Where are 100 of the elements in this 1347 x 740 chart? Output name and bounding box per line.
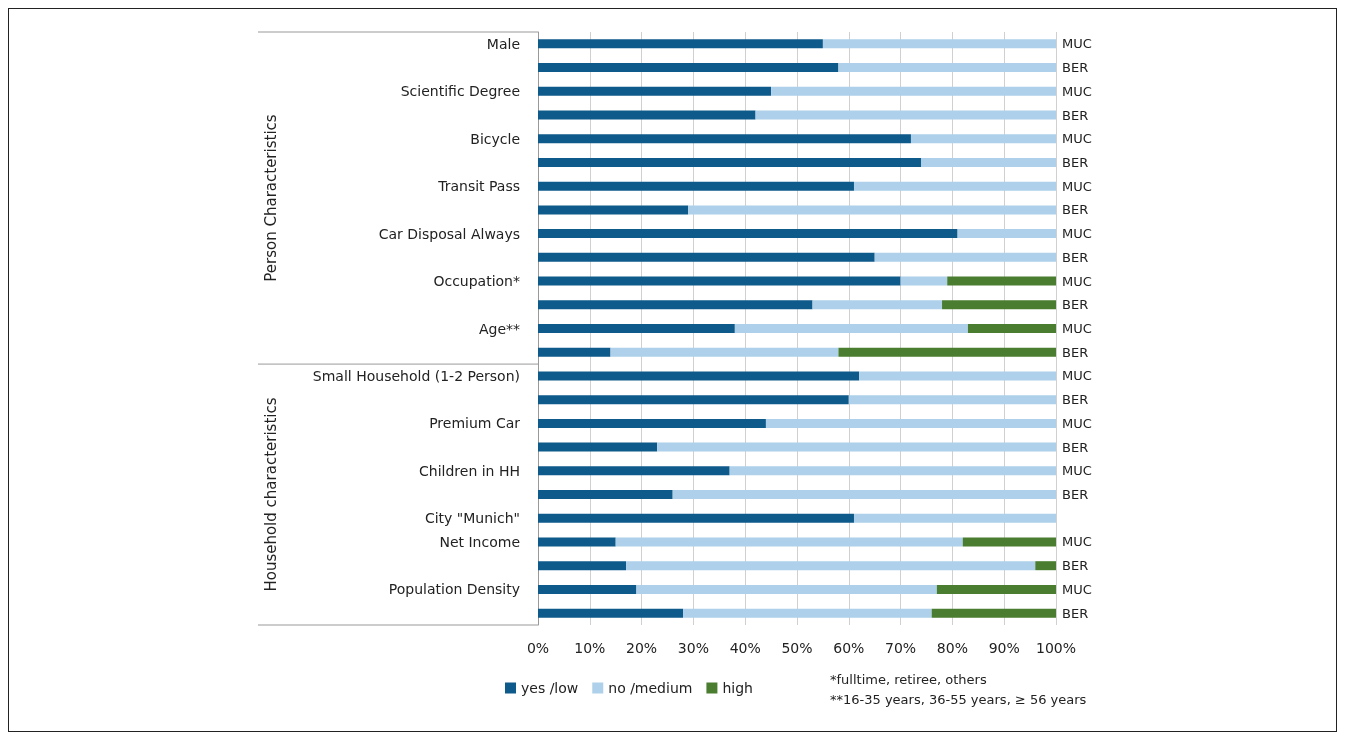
y-tick-label: City "Munich" bbox=[424, 510, 520, 527]
bar bbox=[822, 39, 1056, 49]
y2-tick-label: BER bbox=[1062, 60, 1089, 76]
bar bbox=[874, 252, 1056, 262]
bar bbox=[921, 157, 1056, 167]
bar bbox=[957, 229, 1056, 239]
bar bbox=[538, 418, 766, 428]
x-tick-label: 80% bbox=[936, 640, 968, 656]
bar bbox=[538, 252, 875, 262]
y2-tick-label: BER bbox=[1062, 249, 1089, 265]
legend-label: no /medium bbox=[608, 680, 693, 696]
bar bbox=[538, 276, 901, 286]
bar bbox=[657, 442, 1056, 452]
y2-tick-label: BER bbox=[1062, 344, 1089, 360]
y-tick-label: Net Income bbox=[439, 533, 520, 550]
x-tick-label: 100% bbox=[1035, 640, 1077, 656]
y-tick-label: Occupation* bbox=[433, 273, 520, 290]
y-tick-label: Age** bbox=[478, 320, 520, 337]
bar bbox=[538, 442, 658, 452]
bar bbox=[838, 347, 1056, 357]
bar bbox=[900, 276, 948, 286]
x-tick-label: 90% bbox=[988, 640, 1020, 656]
x-tick-label: 40% bbox=[729, 640, 761, 656]
bar bbox=[688, 205, 1056, 215]
bar bbox=[538, 63, 839, 73]
bar bbox=[538, 157, 922, 167]
y2-tick-label: BER bbox=[1062, 297, 1089, 313]
bar bbox=[967, 324, 1056, 333]
bar bbox=[859, 371, 1056, 381]
bar bbox=[683, 608, 932, 618]
x-tick-label: 10% bbox=[574, 640, 606, 656]
y2-tick-label: MUC bbox=[1062, 534, 1092, 550]
bar bbox=[755, 110, 1056, 120]
bar bbox=[615, 537, 963, 547]
bar bbox=[538, 395, 849, 405]
y2-tick-label: MUC bbox=[1062, 581, 1092, 597]
bar bbox=[910, 134, 1056, 144]
bar bbox=[771, 86, 1056, 96]
x-tick-label: 70% bbox=[885, 640, 917, 656]
y2-tick-label: MUC bbox=[1062, 273, 1092, 289]
y-tick-label: Car Disposal Always bbox=[378, 225, 520, 242]
bar bbox=[812, 300, 943, 310]
x-tick-label: 60% bbox=[833, 640, 865, 656]
y-tick-label: Small Household (1-2 Person) bbox=[312, 367, 520, 384]
y2-tick-label: BER bbox=[1062, 154, 1089, 170]
y2-tick-label: BER bbox=[1062, 605, 1089, 621]
y2-tick-label: BER bbox=[1062, 558, 1089, 574]
text: *fulltime, retiree, others bbox=[830, 672, 987, 687]
bar bbox=[853, 513, 1056, 523]
bar bbox=[538, 513, 854, 523]
y2-tick-label: BER bbox=[1062, 107, 1089, 123]
y2-tick-label: BER bbox=[1062, 487, 1089, 503]
bar bbox=[538, 561, 627, 571]
bar bbox=[538, 134, 911, 144]
x-tick-label: 0% bbox=[526, 640, 550, 656]
text: Person Characteristics bbox=[262, 114, 280, 282]
y-tick-label: Children in HH bbox=[419, 462, 520, 479]
y2-tick-label: MUC bbox=[1062, 463, 1092, 479]
bar bbox=[538, 86, 772, 96]
bar bbox=[538, 490, 673, 500]
y-tick-label: Population Density bbox=[388, 581, 520, 598]
bar bbox=[947, 276, 1056, 286]
bar bbox=[962, 537, 1056, 547]
bar bbox=[538, 181, 854, 191]
bar bbox=[734, 324, 968, 333]
bar bbox=[1035, 561, 1056, 571]
y-tick-label: Premium Car bbox=[429, 415, 521, 432]
bar bbox=[610, 347, 839, 357]
x-tick-label: 30% bbox=[677, 640, 709, 656]
y2-tick-label: MUC bbox=[1062, 36, 1092, 52]
y2-tick-label: MUC bbox=[1062, 131, 1092, 147]
bar bbox=[538, 300, 813, 310]
bar bbox=[538, 324, 735, 333]
legend-label: high bbox=[722, 680, 753, 696]
y2-tick-label: MUC bbox=[1062, 178, 1092, 194]
bar bbox=[538, 205, 689, 215]
bar bbox=[765, 418, 1056, 428]
bar bbox=[538, 371, 860, 381]
x-tick-label: 20% bbox=[626, 640, 658, 656]
bar bbox=[936, 584, 1056, 594]
bar bbox=[538, 466, 730, 476]
y-tick-label: Scientific Degree bbox=[400, 83, 520, 100]
bar bbox=[853, 181, 1056, 191]
bar bbox=[672, 490, 1056, 500]
bar bbox=[538, 608, 684, 618]
bar bbox=[942, 300, 1056, 310]
text: **16-35 years, 36-55 years, ≥ 56 years bbox=[830, 692, 1087, 707]
y2-tick-label: MUC bbox=[1062, 83, 1092, 99]
bar bbox=[848, 395, 1056, 405]
bar bbox=[636, 584, 937, 594]
y2-tick-label: BER bbox=[1062, 439, 1089, 455]
bar bbox=[838, 63, 1056, 73]
bar bbox=[538, 229, 958, 239]
y-tick-label: Bicycle bbox=[470, 130, 520, 147]
x-tick-label: 50% bbox=[781, 640, 813, 656]
y2-tick-label: BER bbox=[1062, 392, 1089, 408]
legend-label: yes /low bbox=[521, 680, 579, 696]
bar bbox=[931, 608, 1056, 618]
bar bbox=[538, 39, 823, 49]
bar bbox=[538, 584, 637, 594]
